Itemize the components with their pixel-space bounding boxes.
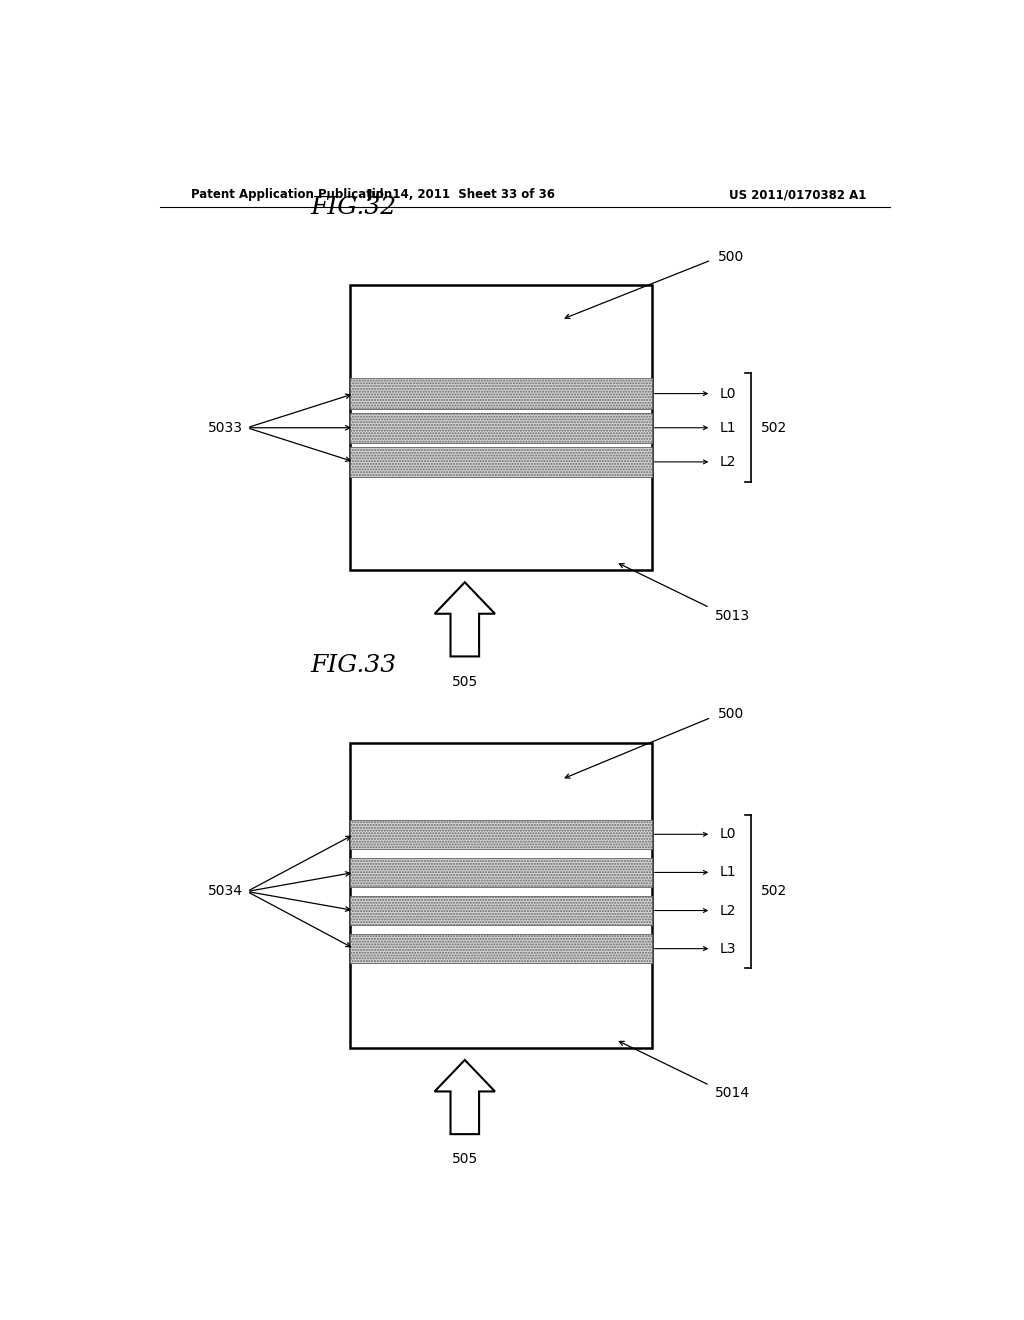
Bar	[350, 820, 652, 849]
Bar	[350, 285, 652, 570]
Text: 5014: 5014	[716, 1086, 751, 1101]
Polygon shape	[434, 582, 495, 656]
Text: US 2011/0170382 A1: US 2011/0170382 A1	[729, 189, 866, 202]
Text: 502: 502	[761, 421, 786, 434]
Text: 5013: 5013	[716, 609, 751, 623]
Text: L1: L1	[719, 421, 736, 434]
Bar	[350, 858, 652, 887]
Bar	[350, 446, 652, 477]
Text: 500: 500	[718, 249, 743, 264]
Bar	[350, 379, 652, 409]
Text: Patent Application Publication: Patent Application Publication	[191, 189, 393, 202]
Text: FIG.33: FIG.33	[310, 653, 396, 677]
Text: L2: L2	[719, 903, 735, 917]
Text: FIG.32: FIG.32	[310, 197, 396, 219]
Text: L2: L2	[719, 455, 735, 469]
Text: 502: 502	[761, 884, 786, 899]
Text: L0: L0	[719, 828, 735, 841]
Text: 505: 505	[452, 1152, 478, 1167]
Text: L0: L0	[719, 387, 735, 400]
Bar	[350, 743, 652, 1048]
Text: Jul. 14, 2011  Sheet 33 of 36: Jul. 14, 2011 Sheet 33 of 36	[368, 189, 555, 202]
Text: 5033: 5033	[208, 421, 243, 434]
Text: 505: 505	[452, 675, 478, 689]
Polygon shape	[434, 1060, 495, 1134]
Text: L3: L3	[719, 941, 735, 956]
Text: 500: 500	[718, 708, 743, 721]
Text: 5034: 5034	[208, 884, 243, 899]
Text: L1: L1	[719, 866, 736, 879]
Bar	[350, 935, 652, 962]
Bar	[350, 896, 652, 925]
Bar	[350, 413, 652, 444]
